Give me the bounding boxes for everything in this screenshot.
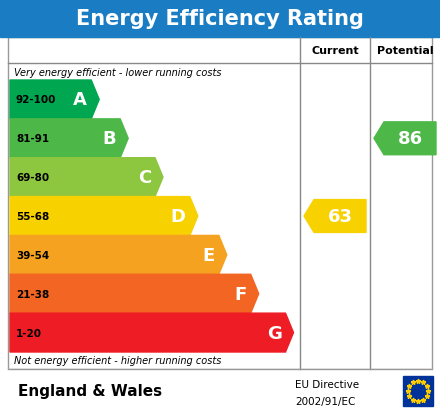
Bar bbox=[8, 369, 432, 413]
Polygon shape bbox=[10, 313, 293, 352]
Text: EU Directive: EU Directive bbox=[295, 379, 359, 389]
Polygon shape bbox=[10, 120, 128, 158]
Text: G: G bbox=[267, 324, 282, 342]
Text: 86: 86 bbox=[397, 130, 422, 148]
Text: B: B bbox=[103, 130, 116, 148]
Polygon shape bbox=[374, 123, 436, 155]
Bar bbox=[403, 376, 433, 406]
Bar bbox=[0, 0, 440, 38]
Text: 69-80: 69-80 bbox=[16, 173, 49, 183]
Text: Energy Efficiency Rating: Energy Efficiency Rating bbox=[76, 9, 364, 29]
Text: Potential: Potential bbox=[377, 46, 433, 56]
Polygon shape bbox=[304, 200, 366, 233]
Text: 21-38: 21-38 bbox=[16, 289, 49, 299]
Text: 2002/91/EC: 2002/91/EC bbox=[295, 396, 356, 406]
Text: E: E bbox=[202, 246, 215, 264]
Polygon shape bbox=[10, 158, 163, 197]
Text: 92-100: 92-100 bbox=[16, 95, 56, 105]
Text: C: C bbox=[138, 169, 151, 187]
Text: 81-91: 81-91 bbox=[16, 134, 49, 144]
Text: 39-54: 39-54 bbox=[16, 250, 49, 260]
Text: A: A bbox=[73, 91, 87, 109]
Text: D: D bbox=[171, 207, 186, 225]
Text: 1-20: 1-20 bbox=[16, 328, 42, 338]
Polygon shape bbox=[10, 197, 198, 236]
Text: F: F bbox=[235, 285, 247, 303]
Text: Current: Current bbox=[311, 46, 359, 56]
Text: 63: 63 bbox=[327, 207, 352, 225]
Polygon shape bbox=[10, 275, 259, 313]
Bar bbox=[8, 38, 432, 369]
Text: England & Wales: England & Wales bbox=[18, 384, 162, 399]
Text: Not energy efficient - higher running costs: Not energy efficient - higher running co… bbox=[14, 356, 221, 366]
Text: Very energy efficient - lower running costs: Very energy efficient - lower running co… bbox=[14, 67, 221, 77]
Text: 55-68: 55-68 bbox=[16, 211, 49, 221]
Polygon shape bbox=[10, 236, 227, 275]
Polygon shape bbox=[10, 81, 99, 120]
